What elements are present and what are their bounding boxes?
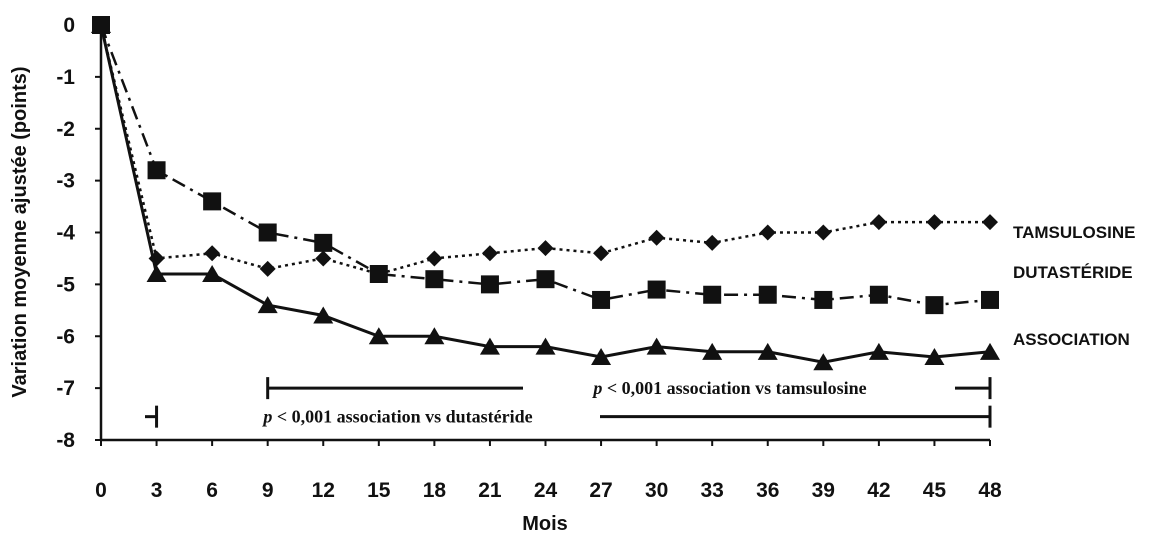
annotation-text: p < 0,001 association vs dutastéride xyxy=(261,407,532,427)
data-point-square xyxy=(480,275,499,294)
data-point-square xyxy=(925,296,944,315)
y-tick-label: -8 xyxy=(56,429,75,452)
series-line-dutastéride xyxy=(99,24,991,307)
annotation-text: p < 0,001 association vs tamsulosine xyxy=(591,378,866,398)
data-point-triangle xyxy=(702,342,723,360)
data-point-triangle xyxy=(313,306,334,324)
x-tick-label: 12 xyxy=(312,479,335,502)
data-point-triangle xyxy=(424,327,445,345)
data-point-diamond xyxy=(537,240,554,257)
data-point-diamond xyxy=(759,224,776,241)
data-point-triangle xyxy=(146,265,167,282)
x-tick-label: 33 xyxy=(701,479,724,502)
data-point-triangle xyxy=(479,337,500,355)
annotation-label: < 0,001 association vs tamsulosine xyxy=(602,378,866,398)
x-tick-label: 24 xyxy=(534,479,558,502)
data-point-diamond xyxy=(259,260,276,277)
x-axis-title: Mois xyxy=(522,513,568,535)
x-tick-label: 48 xyxy=(978,479,1002,502)
data-point-triangle xyxy=(257,296,278,314)
data-point-square xyxy=(369,265,388,283)
plot-area: 0-1-2-3-4-5-6-7-8 0 3 6 9 12 15 18 21 24 27 30 33 36… xyxy=(56,14,1135,502)
data-point-square xyxy=(258,223,277,242)
x-tick-label: 39 xyxy=(812,479,835,502)
series-labels: TAMSULOSINE DUTASTÉRIDE ASSOCIATION xyxy=(1013,223,1135,349)
annotation-label: < 0,001 association vs dutastéride xyxy=(272,407,532,427)
data-point-diamond xyxy=(426,250,443,267)
x-tick-label: 30 xyxy=(645,479,668,502)
y-ticks: 0 -1 -2 -3 -4 -5 -6 -7 -8 xyxy=(56,14,101,452)
data-point-diamond xyxy=(926,214,943,231)
data-point-diamond xyxy=(315,250,332,267)
data-point-square xyxy=(703,285,722,304)
data-point-square xyxy=(758,285,777,304)
y-axis-title: Variation moyenne ajustée (points) xyxy=(9,66,31,397)
data-point-square xyxy=(869,285,888,304)
annotation-p-symbol: p xyxy=(591,378,602,398)
x-tick-label: 6 xyxy=(206,479,218,502)
x-tick-label: 42 xyxy=(867,479,890,502)
data-point-triangle xyxy=(535,337,556,355)
y-tick-label: -4 xyxy=(56,222,75,245)
data-point-triangle xyxy=(368,327,389,345)
data-point-diamond xyxy=(870,214,887,231)
x-tick-label: 21 xyxy=(478,479,502,502)
x-tick-label: 27 xyxy=(589,479,612,502)
y-tick-label: -6 xyxy=(56,325,75,348)
data-point-square xyxy=(647,280,666,299)
series-line-tamsulosine xyxy=(99,24,990,276)
data-point-diamond xyxy=(704,234,721,251)
x-tick-label: 15 xyxy=(367,479,391,502)
data-point-triangle xyxy=(591,348,612,365)
data-point-square xyxy=(592,290,611,309)
series-label-dutastéride: DUTASTÉRIDE xyxy=(1013,263,1133,282)
data-point-diamond xyxy=(481,245,498,262)
data-point-square xyxy=(425,270,444,289)
y-tick-label: -5 xyxy=(56,273,75,296)
data-point-square xyxy=(981,290,999,309)
x-tick-label: 36 xyxy=(756,479,779,502)
data-point-triangle xyxy=(91,16,111,33)
x-tick-label: 9 xyxy=(262,479,274,502)
data-point-triangle xyxy=(202,265,223,282)
data-point-square xyxy=(814,290,833,309)
annotation-p-symbol: p xyxy=(261,407,272,427)
data-point-diamond xyxy=(815,224,832,241)
data-point-triangle xyxy=(924,348,945,365)
y-tick-label: -3 xyxy=(56,170,75,193)
data-point-square xyxy=(536,270,555,289)
data-point-triangle xyxy=(646,337,667,355)
data-point-square xyxy=(203,192,222,211)
y-tick-label: -2 xyxy=(56,118,75,141)
x-tick-label: 45 xyxy=(923,479,947,502)
y-tick-label: -1 xyxy=(56,66,75,89)
series-line-association xyxy=(99,24,991,364)
y-tick-label: -7 xyxy=(56,377,75,400)
series-label-tamsulosine: TAMSULOSINE xyxy=(1013,223,1135,242)
data-point-square xyxy=(147,161,166,180)
data-point-diamond xyxy=(648,229,665,246)
data-point-diamond xyxy=(593,245,610,262)
data-point-square xyxy=(314,233,333,252)
x-tick-label: 18 xyxy=(423,479,447,502)
x-tick-label: 0 xyxy=(95,479,107,502)
y-tick-label: 0 xyxy=(63,14,75,37)
data-point-triangle xyxy=(813,353,834,371)
data-point-triangle xyxy=(868,342,889,360)
data-point-diamond xyxy=(204,245,221,262)
x-ticks: 0 3 6 9 12 15 18 21 24 27 30 33 36 39 42 45 48 xyxy=(95,440,1002,502)
data-point-triangle xyxy=(980,342,1000,360)
series-label-association: ASSOCIATION xyxy=(1013,330,1130,349)
series-group xyxy=(91,16,1000,371)
data-point-diamond xyxy=(982,214,998,231)
data-point-triangle xyxy=(757,342,778,360)
x-tick-label: 3 xyxy=(151,479,163,502)
